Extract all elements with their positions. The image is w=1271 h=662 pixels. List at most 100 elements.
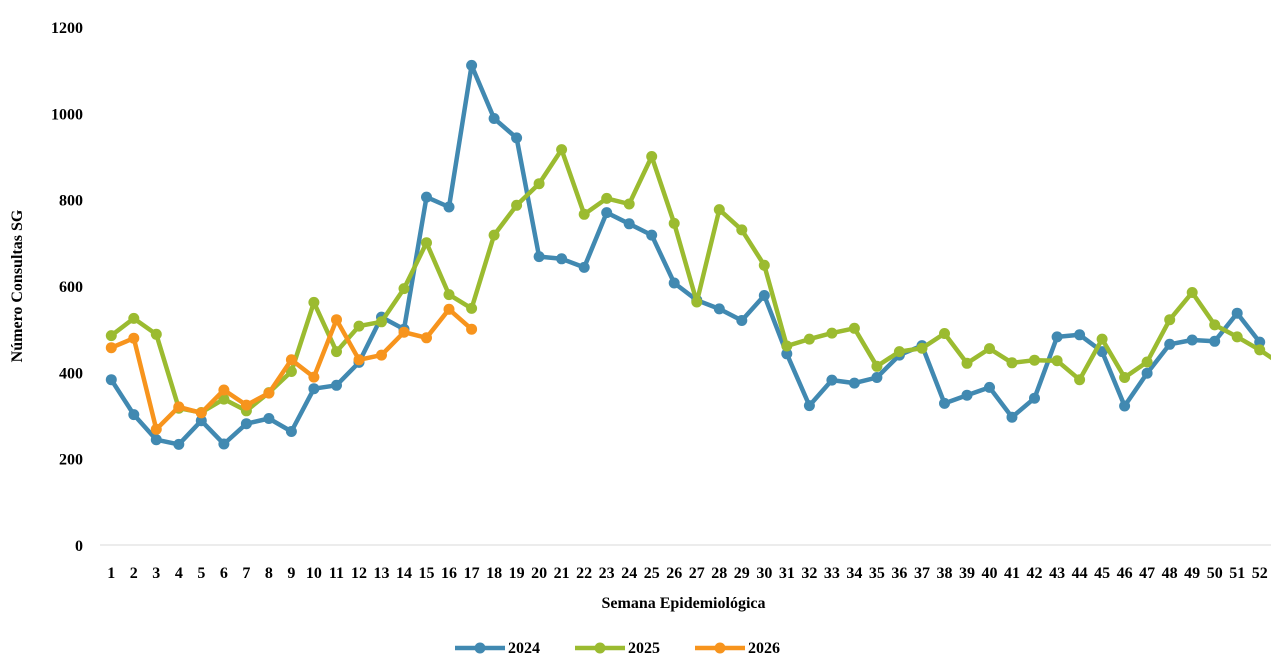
x-tick-label: 41 <box>1004 565 1020 582</box>
data-point-2025 <box>1186 287 1198 298</box>
series-2025 <box>105 144 1271 418</box>
data-point-2024 <box>578 261 590 273</box>
data-point-2025 <box>961 357 973 369</box>
x-tick-label: 17 <box>464 565 480 582</box>
series-layer <box>105 59 1271 450</box>
x-tick-label: 30 <box>756 565 772 582</box>
legend-swatch-marker <box>474 642 486 654</box>
data-point-2024 <box>668 277 680 289</box>
data-point-2024 <box>556 253 568 265</box>
data-point-2024 <box>285 426 297 437</box>
data-point-2024 <box>308 383 320 395</box>
y-tick-label: 800 <box>59 193 83 210</box>
data-point-2025 <box>1096 333 1108 345</box>
data-point-2025 <box>128 312 140 324</box>
x-tick-label: 15 <box>419 565 435 582</box>
y-tick-label: 0 <box>75 538 83 555</box>
data-point-2025 <box>578 208 590 220</box>
x-axis: 1 2 3 4 5 6 7 8 9 10 11 12 13 14 15 16 17 18 19 20 21 22 23 24 2… <box>107 565 1267 582</box>
data-point-2024 <box>713 303 725 315</box>
x-tick-label: 47 <box>1139 565 1155 582</box>
x-tick-label: 12 <box>351 565 367 582</box>
series-line-2024 <box>109 63 1262 447</box>
x-tick-label: 45 <box>1094 565 1110 582</box>
x-tick-label: 31 <box>779 565 795 582</box>
data-point-2024 <box>781 348 793 360</box>
data-point-2024 <box>601 207 613 219</box>
data-point-2026 <box>331 314 342 326</box>
x-tick-label: 26 <box>666 565 682 582</box>
data-point-2025 <box>488 229 500 241</box>
x-tick-label: 14 <box>396 565 412 582</box>
x-tick-label: 34 <box>846 565 862 582</box>
data-point-2025 <box>105 330 117 342</box>
x-tick-label: 18 <box>486 565 502 582</box>
data-point-2025 <box>511 199 523 211</box>
y-tick-label: 600 <box>59 279 83 296</box>
data-point-2025 <box>1006 357 1018 369</box>
data-point-2025 <box>308 296 320 308</box>
x-tick-label: 51 <box>1229 565 1245 582</box>
data-point-2025 <box>1231 331 1243 343</box>
data-point-2026 <box>443 303 455 315</box>
data-point-2026 <box>195 407 207 419</box>
data-point-2026 <box>263 387 275 399</box>
legend: 2024 2025 2026 <box>455 640 780 657</box>
data-point-2025 <box>533 178 545 190</box>
legend-item-2024: 2024 <box>455 640 540 657</box>
data-point-2025 <box>848 322 860 334</box>
x-tick-label: 38 <box>936 565 952 582</box>
data-point-2024 <box>1029 392 1040 404</box>
x-tick-label: 37 <box>914 565 930 582</box>
data-point-2026 <box>376 349 387 361</box>
x-tick-label: 36 <box>891 565 907 582</box>
data-point-2025 <box>1074 374 1086 386</box>
x-tick-label: 29 <box>734 565 750 582</box>
data-point-2025 <box>398 283 410 295</box>
data-point-2024 <box>1164 338 1176 350</box>
data-point-2024 <box>511 132 523 144</box>
data-point-2026 <box>466 323 478 335</box>
x-tick-label: 16 <box>441 565 457 582</box>
data-point-2024 <box>623 218 635 230</box>
x-tick-label: 27 <box>689 565 705 582</box>
x-tick-label: 4 <box>175 565 183 582</box>
data-point-2024 <box>443 201 455 213</box>
x-tick-label: 22 <box>576 565 592 582</box>
data-point-2025 <box>601 192 613 204</box>
data-point-2024 <box>105 374 117 386</box>
data-point-2024 <box>826 374 838 386</box>
data-point-2025 <box>376 316 387 328</box>
data-point-2024 <box>1006 411 1018 423</box>
x-tick-label: 33 <box>824 565 840 582</box>
x-tick-label: 50 <box>1207 565 1223 582</box>
data-point-2025 <box>826 327 838 339</box>
data-point-2024 <box>1119 400 1131 412</box>
series-line-2025 <box>109 147 1271 415</box>
data-point-2026 <box>308 371 320 383</box>
data-point-2025 <box>758 259 770 271</box>
x-axis-title: Semana Epidemiológica <box>601 595 765 612</box>
x-tick-label: 44 <box>1072 565 1088 582</box>
data-point-2026 <box>421 332 432 344</box>
data-point-2025 <box>871 360 883 372</box>
x-tick-label: 3 <box>152 565 160 582</box>
x-tick-label: 52 <box>1252 565 1268 582</box>
data-point-2024 <box>1051 331 1063 343</box>
data-point-2026 <box>218 384 230 396</box>
x-tick-label: 6 <box>220 565 228 582</box>
x-tick-label: 9 <box>287 565 295 582</box>
data-point-2024 <box>1096 346 1108 358</box>
x-tick-label: 1 <box>107 565 115 582</box>
x-tick-label: 13 <box>373 565 389 582</box>
x-tick-label: 10 <box>306 565 322 582</box>
series-2026 <box>105 303 478 435</box>
data-point-2025 <box>916 342 928 354</box>
x-tick-label: 2 <box>130 565 138 582</box>
data-point-2024 <box>803 400 815 412</box>
x-tick-label: 7 <box>242 565 250 582</box>
data-point-2025 <box>623 198 635 210</box>
data-point-2024 <box>263 413 275 424</box>
legend-label: 2025 <box>628 640 660 657</box>
